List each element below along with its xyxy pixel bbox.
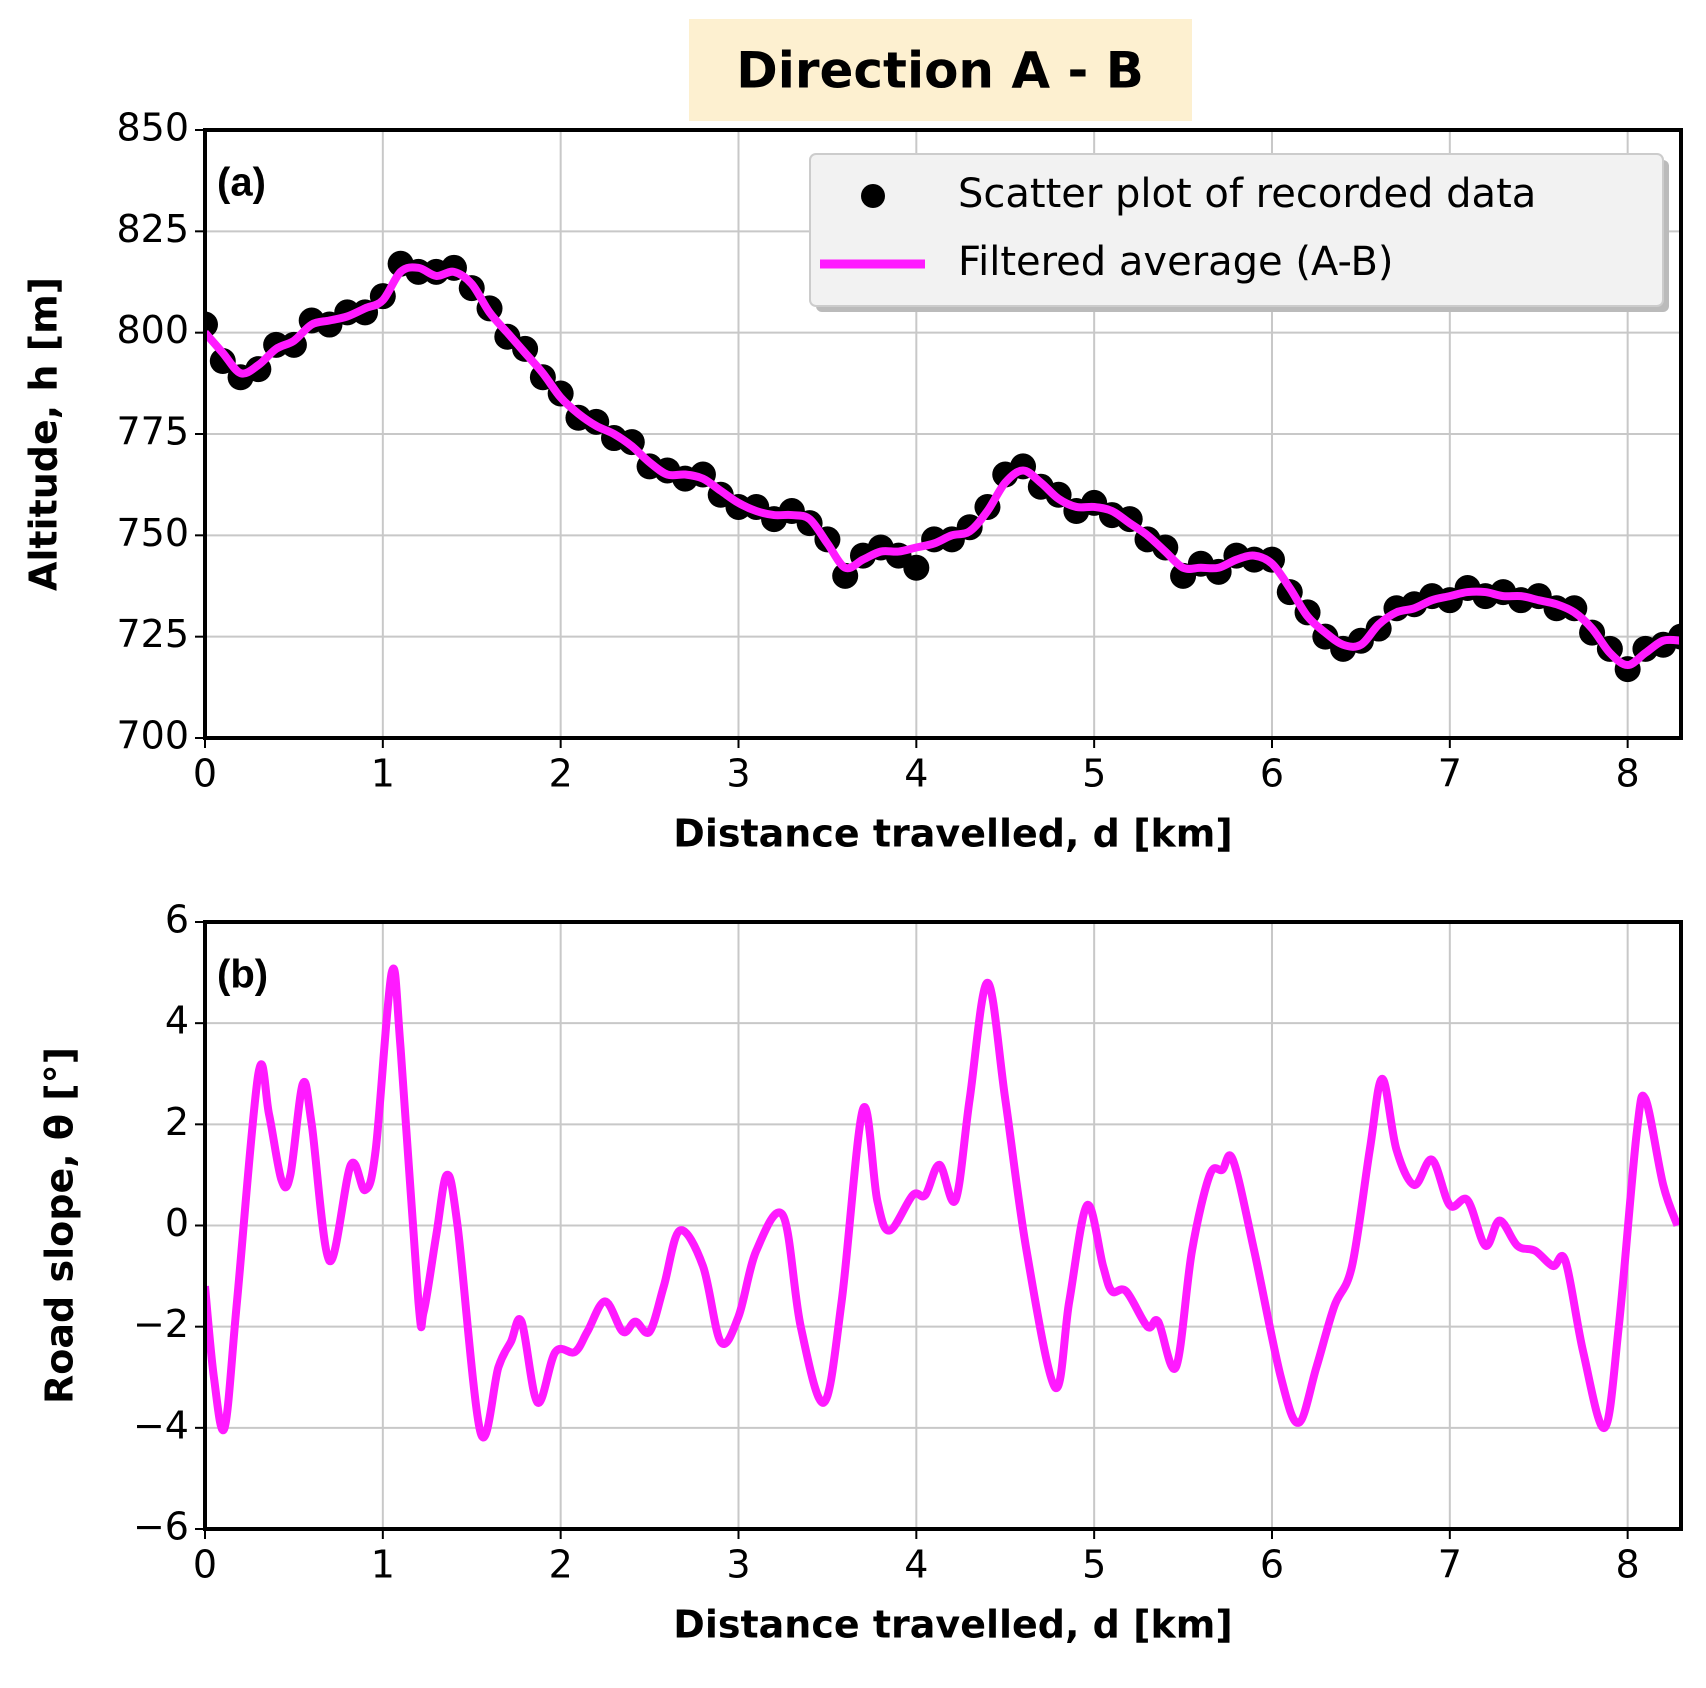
x-tick-label: 7 bbox=[1438, 1543, 1462, 1587]
x-tick-label: 6 bbox=[1260, 1543, 1284, 1587]
y-axis-label: Road slope, θ [°] bbox=[38, 1047, 82, 1404]
panel-label: (a) bbox=[217, 161, 266, 205]
x-tick-label: 5 bbox=[1082, 752, 1106, 796]
y-tick-label: −4 bbox=[133, 1403, 189, 1447]
y-tick-label: 775 bbox=[116, 410, 189, 454]
y-tick-label: −6 bbox=[133, 1505, 189, 1549]
y-tick-label: 725 bbox=[116, 612, 189, 656]
x-axis-label: Distance travelled, d [km] bbox=[673, 812, 1232, 856]
legend-label: Filtered average (A-B) bbox=[958, 239, 1394, 285]
y-tick-label: 2 bbox=[165, 1100, 189, 1144]
x-tick-label: 1 bbox=[371, 752, 395, 796]
x-tick-label: 7 bbox=[1438, 752, 1462, 796]
y-tick-label: 750 bbox=[116, 511, 189, 555]
x-tick-label: 8 bbox=[1616, 1543, 1640, 1587]
x-tick-label: 8 bbox=[1616, 752, 1640, 796]
panel-label: (b) bbox=[217, 953, 268, 997]
x-axis-label: Distance travelled, d [km] bbox=[673, 1603, 1232, 1647]
x-tick-label: 0 bbox=[193, 752, 217, 796]
y-tick-label: 6 bbox=[165, 898, 189, 942]
scatter-point bbox=[903, 554, 930, 581]
axes-frame bbox=[203, 128, 1683, 740]
x-tick-label: 5 bbox=[1082, 1543, 1106, 1587]
x-tick-label: 2 bbox=[549, 752, 573, 796]
chart-title: Direction A - B bbox=[736, 42, 1144, 100]
x-tick-label: 4 bbox=[904, 1543, 928, 1587]
x-tick-label: 3 bbox=[726, 1543, 750, 1587]
y-axis-label: Altitude, h [m] bbox=[22, 277, 66, 591]
x-tick-label: 0 bbox=[193, 1543, 217, 1587]
y-tick-label: 0 bbox=[165, 1201, 189, 1245]
line bbox=[205, 263, 1681, 670]
x-tick-label: 1 bbox=[371, 1543, 395, 1587]
y-tick-label: 850 bbox=[116, 106, 189, 150]
y-tick-label: 700 bbox=[116, 714, 189, 758]
x-tick-label: 4 bbox=[904, 752, 928, 796]
x-tick-label: 6 bbox=[1260, 752, 1284, 796]
x-tick-label: 3 bbox=[726, 752, 750, 796]
plot-area bbox=[205, 964, 1681, 1442]
y-tick-label: 4 bbox=[165, 999, 189, 1043]
plot-area bbox=[205, 250, 1681, 683]
title-box bbox=[689, 19, 1192, 121]
legend-box bbox=[809, 153, 1664, 307]
axes-frame bbox=[203, 920, 1683, 1531]
y-tick-label: −2 bbox=[133, 1302, 189, 1346]
y-tick-label: 800 bbox=[116, 308, 189, 352]
y-tick-label: 825 bbox=[116, 207, 189, 251]
legend-marker bbox=[861, 184, 885, 208]
legend-label: Scatter plot of recorded data bbox=[958, 171, 1536, 217]
x-tick-label: 2 bbox=[549, 1543, 573, 1587]
line bbox=[205, 964, 1681, 1442]
